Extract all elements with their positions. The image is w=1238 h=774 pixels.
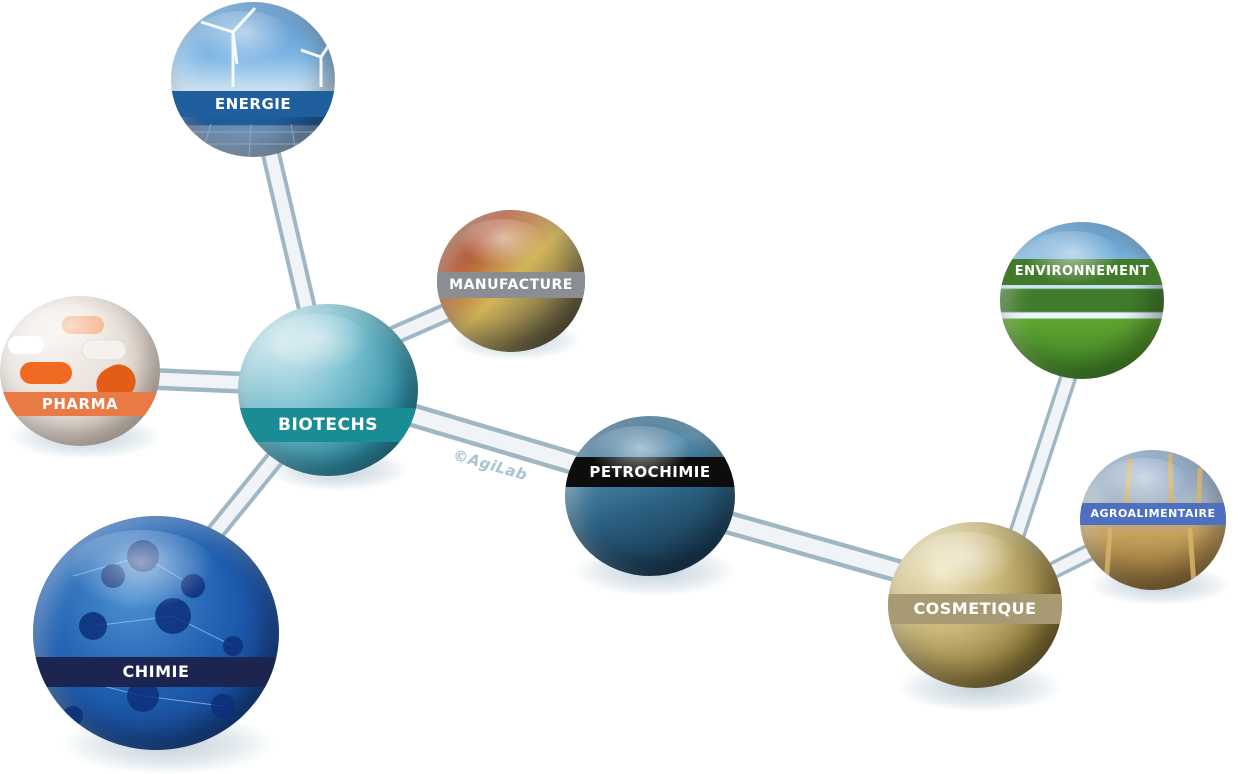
biotechs-image: BIOTECHS [238,304,418,476]
manufacture-label: MANUFACTURE [437,272,585,298]
cosmetique-image: COSMETIQUE [888,522,1062,688]
molecule-icon [62,540,243,726]
petrochimie-label: PETROCHIMIE [565,457,735,487]
node-petrochimie[interactable]: PETROCHIMIE [565,416,735,596]
biotechs-label: BIOTECHS [238,408,418,442]
cosmetique-label: COSMETIQUE [888,594,1062,624]
pharma-image: PHARMA [0,296,160,446]
agroalimentaire-label: AGROALIMENTAIRE [1080,503,1226,525]
node-environnement[interactable]: ENVIRONNEMENT [1000,222,1164,379]
node-energie[interactable]: ENERGIE [171,2,335,157]
capsule-icon [8,316,136,402]
manufacture-image: MANUFACTURE [437,210,585,352]
petrochimie-image: PETROCHIMIE [565,416,735,576]
wind-turbine-icon [181,6,333,157]
agroalimentaire-image: AGROALIMENTAIRE [1080,450,1226,590]
energie-label: ENERGIE [171,91,335,117]
node-pharma[interactable]: PHARMA [0,296,160,459]
pharma-label: PHARMA [0,392,160,416]
node-biotechs[interactable]: BIOTECHS [238,304,418,491]
chimie-label: CHIMIE [33,657,279,687]
energie-image: ENERGIE [171,2,335,157]
node-cosmetique[interactable]: COSMETIQUE [888,522,1062,712]
node-manufacture[interactable]: MANUFACTURE [437,210,585,360]
environnement-image: ENVIRONNEMENT [1000,222,1164,379]
chimie-image: CHIMIE [33,516,279,750]
node-chimie[interactable]: CHIMIE [33,516,279,774]
node-agroalimentaire[interactable]: AGROALIMENTAIRE [1080,450,1230,605]
environnement-label: ENVIRONNEMENT [1000,259,1164,285]
